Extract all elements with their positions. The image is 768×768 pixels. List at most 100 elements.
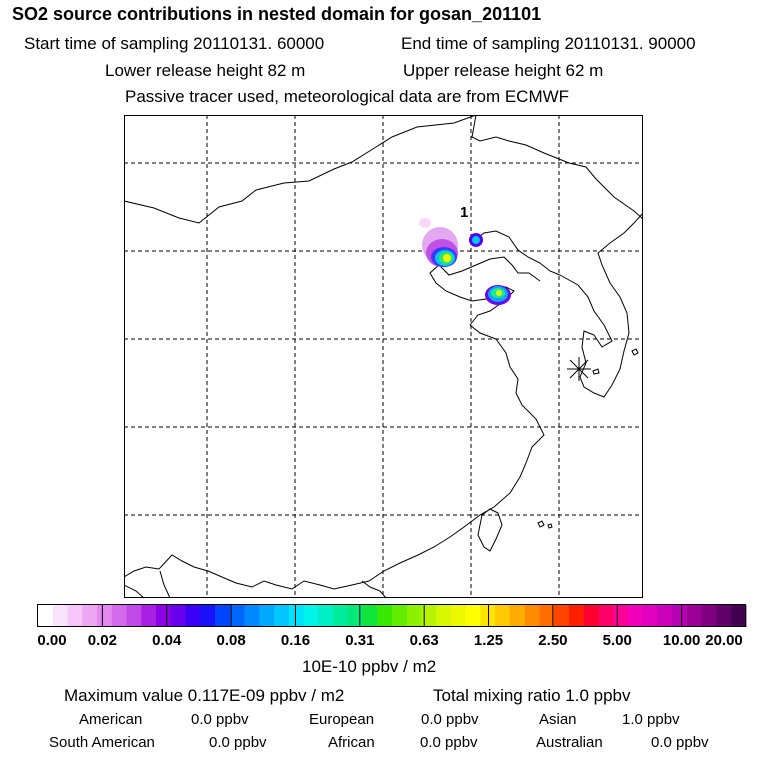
- region-name: South American: [49, 734, 155, 751]
- plume-core: [472, 236, 480, 244]
- colorbar-cell: [465, 605, 481, 627]
- colorbar-tick-label: 0.63: [409, 632, 439, 649]
- korean-peninsula: [559, 212, 643, 398]
- colorbar-cell: [244, 605, 260, 627]
- colorbar-cell: [67, 605, 83, 627]
- colorbar-tick-label: 10.00: [662, 632, 701, 649]
- colorbar-cell: [613, 605, 629, 627]
- colorbar-tick-label: 0.04: [152, 632, 182, 649]
- colorbar-cell: [259, 605, 275, 627]
- colorbar-cell: [495, 605, 511, 627]
- colorbar-cell: [333, 605, 349, 627]
- graticule: [124, 115, 643, 598]
- jeju-island: [592, 368, 600, 375]
- start-time: Start time of sampling 20110131. 60000: [24, 34, 325, 53]
- vietnam-border: [159, 570, 171, 599]
- colorbar-cell: [436, 605, 452, 627]
- region-value: 0.0 ppbv: [420, 734, 478, 751]
- colorbar-cell: [524, 605, 540, 627]
- northeast-border: [471, 115, 643, 220]
- region-value: 0.0 ppbv: [191, 711, 249, 728]
- colorbar-cell: [642, 605, 658, 627]
- colorbar-cell: [200, 605, 216, 627]
- colorbar-tick-label: 0.08: [216, 632, 246, 649]
- region-name: European: [309, 711, 375, 728]
- colorbar-cell: [111, 605, 127, 627]
- colorbar-cell: [451, 605, 467, 627]
- colorbar-cell: [583, 605, 599, 627]
- colorbar-tick-label: 0.16: [280, 632, 311, 649]
- region-value: 0.0 ppbv: [651, 734, 709, 751]
- colorbar-cell: [554, 605, 570, 627]
- tsushima-island: [631, 348, 639, 356]
- colorbar-cell: [229, 605, 245, 627]
- tracer-plumes: [419, 218, 511, 305]
- colorbar-tick-label: 20.00: [705, 632, 743, 649]
- colorbar-unit: 10E-10 ppbv / m2: [302, 657, 437, 676]
- colorbar-tick-label: 5.00: [602, 632, 632, 649]
- colorbar-cell: [318, 605, 334, 627]
- taiwan: [477, 508, 503, 552]
- end-time: End time of sampling 20110131. 90000: [401, 34, 696, 53]
- colorbar-cell: [170, 605, 186, 627]
- source-label: 1: [460, 204, 468, 221]
- plume-core: [443, 254, 451, 262]
- total-mixing-ratio: Total mixing ratio 1.0 ppbv: [433, 686, 631, 705]
- north-korea-border: [473, 230, 561, 276]
- colorbar-cell: [406, 605, 422, 627]
- southwest-border: [124, 584, 145, 599]
- region-value: 0.0 ppbv: [209, 734, 267, 751]
- colorbar-cell: [303, 605, 319, 627]
- islet: [547, 523, 553, 529]
- colorbar-cell: [628, 605, 644, 627]
- map-panel: 1: [124, 115, 643, 599]
- colorbar-cell: [215, 605, 231, 627]
- region-name: Asian: [539, 711, 577, 728]
- colorbar-cell: [362, 605, 378, 627]
- colorbar-cell: [274, 605, 290, 627]
- colorbar-tick-label: 2.50: [538, 632, 568, 649]
- south-china-border: [124, 554, 370, 590]
- colorbar-cell: [687, 605, 703, 627]
- colorbar-cell: [377, 605, 393, 627]
- colorbar-cell: [539, 605, 555, 627]
- region-name: American: [79, 711, 143, 728]
- region-name: African: [328, 734, 375, 751]
- colorbar-tick-label: 0.00: [37, 632, 67, 649]
- colorbar-cell: [569, 605, 585, 627]
- region-value: 1.0 ppbv: [622, 711, 680, 728]
- colorbar-cell: [185, 605, 201, 627]
- colorbar-frame: [37, 604, 746, 627]
- colorbar-cell: [598, 605, 614, 627]
- lower-release-height: Lower release height 82 m: [105, 61, 306, 80]
- colorbar-cell: [97, 605, 113, 627]
- colorbar-cell: [392, 605, 408, 627]
- receptor-star-icon: [567, 357, 591, 381]
- colorbar-cell: [126, 605, 142, 627]
- colorbar-cell: [731, 605, 747, 627]
- colorbar-tick-label: 1.25: [473, 632, 504, 649]
- plume-core: [496, 290, 502, 296]
- colorbar-cell: [421, 605, 437, 627]
- region-value: 0.0 ppbv: [421, 711, 479, 728]
- plume-fringe: [419, 218, 431, 228]
- colorbar-cell: [657, 605, 673, 627]
- colorbar-cell: [288, 605, 304, 627]
- east-coast: [368, 324, 545, 582]
- colorbar-tick-label: 0.02: [87, 632, 117, 649]
- colorbar-cell: [82, 605, 98, 627]
- colorbar-cell: [716, 605, 732, 627]
- coastlines-borders: [124, 115, 643, 599]
- colorbar-cell: [52, 605, 68, 627]
- south-coast: [361, 580, 387, 599]
- colorbar-cell: [141, 605, 157, 627]
- colorbar: [37, 604, 747, 627]
- region-name: Australian: [536, 734, 603, 751]
- upper-release-height: Upper release height 62 m: [403, 61, 604, 80]
- chart-title: SO2 source contributions in nested domai…: [12, 4, 542, 24]
- colorbar-cell: [672, 605, 688, 627]
- bohai-north-coast: [438, 256, 541, 282]
- colorbar-tick-label: 0.31: [345, 632, 375, 649]
- mongolia-border: [124, 115, 477, 224]
- colorbar-cell: [347, 605, 363, 627]
